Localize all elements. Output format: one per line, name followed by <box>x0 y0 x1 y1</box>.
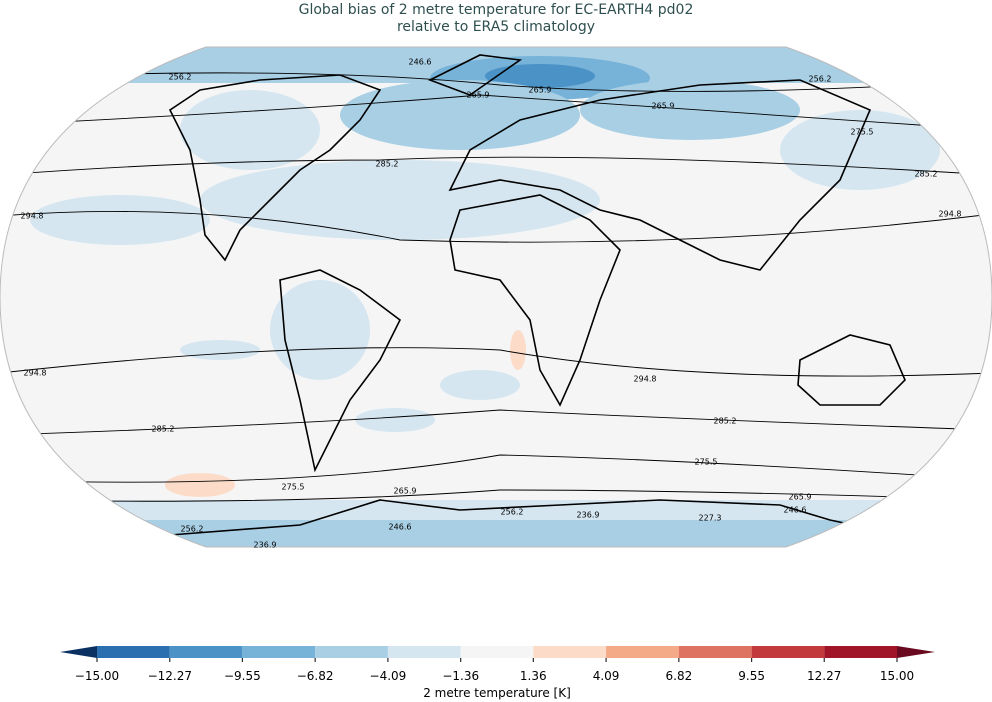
colorbar-segment <box>824 646 897 658</box>
contour-label: 256.2 <box>501 508 524 517</box>
colorbar-segment <box>533 646 607 658</box>
colorbar-label: 2 metre temperature [K] <box>423 686 571 700</box>
colorbar-segment <box>97 646 170 658</box>
colorbar-tick-label: −12.27 <box>148 669 192 683</box>
contour-label: 265.9 <box>652 102 675 111</box>
colorbar-segment <box>678 646 752 658</box>
contour-label: 265.9 <box>467 91 490 100</box>
contour-label: 294.8 <box>634 375 657 384</box>
contour-label: 294.8 <box>939 210 962 219</box>
colorbar-segment <box>387 646 461 658</box>
colorbar-tick-label: −9.55 <box>224 669 261 683</box>
colorbar-tick-label: 9.55 <box>738 669 765 683</box>
contour-label: 275.5 <box>851 128 874 137</box>
colorbar-tick-label: 6.82 <box>666 669 693 683</box>
contour-label: 227.3 <box>699 514 722 523</box>
contour-label: 265.9 <box>529 86 552 95</box>
colorbar-segment <box>315 646 388 658</box>
colorbar-extend-high <box>897 646 935 658</box>
contour-label: 285.2 <box>714 417 737 426</box>
colorbar-tick-label: 12.27 <box>807 669 841 683</box>
map-background <box>0 47 992 547</box>
coastlines <box>168 54 906 536</box>
contour-label: 265.9 <box>789 493 812 502</box>
colorbar-extend-low <box>60 646 97 658</box>
colorbar-segment <box>169 646 243 658</box>
colorbar-tick-label: −4.09 <box>370 669 407 683</box>
contour-label: 294.8 <box>21 212 44 221</box>
contour-label: 256.2 <box>181 525 204 534</box>
colorbar-segment <box>460 646 534 658</box>
contour-label: 256.2 <box>169 73 192 82</box>
colorbar-segment <box>751 646 825 658</box>
colorbar-tick-label: −6.82 <box>297 669 334 683</box>
colorbar-tick-label: 4.09 <box>593 669 620 683</box>
contour-label: 236.9 <box>577 511 600 520</box>
contours <box>0 72 992 502</box>
colorbar-tick-label: 15.00 <box>880 669 914 683</box>
colorbar-tick-label: −15.00 <box>75 669 119 683</box>
contour-label: 275.5 <box>695 458 718 467</box>
contour-label: 285.2 <box>915 170 938 179</box>
contour-label: 246.6 <box>784 506 807 515</box>
map: 256.2 246.6 265.9 265.9 256.2 265.9 275.5 285.2… <box>0 46 992 550</box>
contour-label: 294.8 <box>24 369 47 378</box>
colorbar-tick-label: 1.36 <box>520 669 547 683</box>
colorbar-segment <box>606 646 679 658</box>
colorbar-segment <box>242 646 316 658</box>
contour-label: 265.9 <box>394 487 417 496</box>
contour-label: 285.2 <box>152 425 175 434</box>
contour-label: 285.2 <box>376 160 399 169</box>
contour-label: 246.6 <box>409 58 432 67</box>
title: Global bias of 2 metre temperature for E… <box>299 2 694 18</box>
title: relative to ERA5 climatology <box>397 19 595 35</box>
contour-label: 236.9 <box>254 541 277 550</box>
contour-label: 275.5 <box>282 483 305 492</box>
contour-label: 256.2 <box>809 75 832 84</box>
map-border <box>0 46 992 548</box>
colorbar-tick-label: −1.36 <box>442 669 479 683</box>
contour-label: 246.6 <box>389 523 412 532</box>
